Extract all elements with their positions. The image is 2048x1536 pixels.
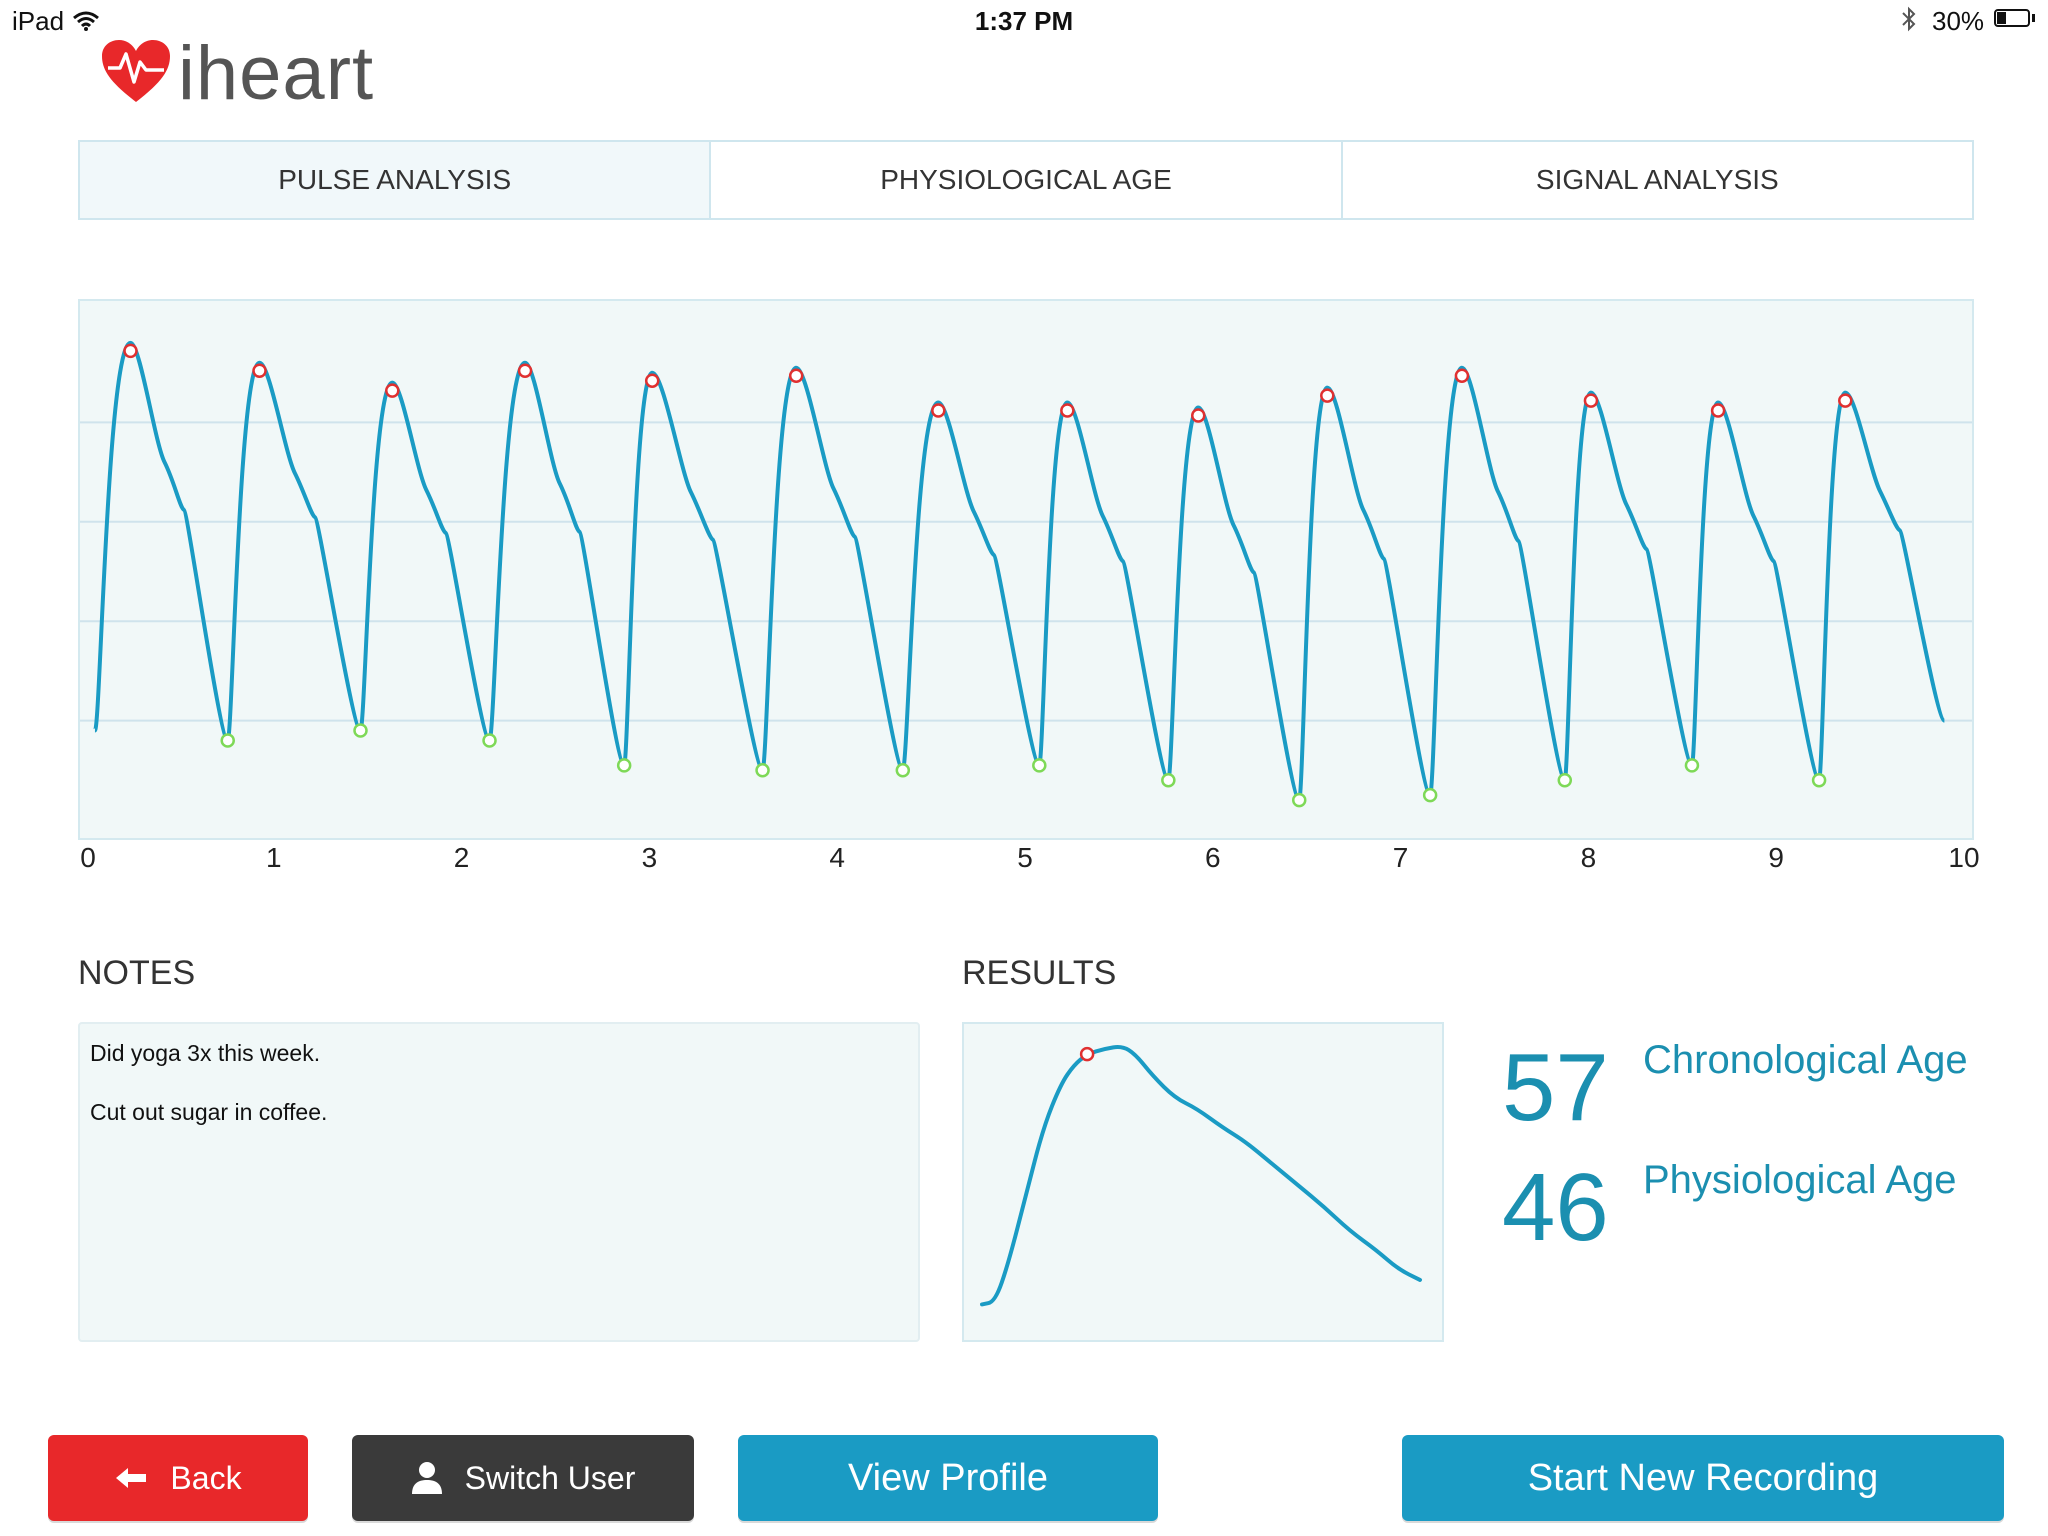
- x-axis-ticks: 0 1 2 3 4 5 6 7 8 9 10: [78, 842, 1980, 882]
- x-tick-label: 10: [1948, 842, 1980, 873]
- bluetooth-icon: [1900, 6, 1918, 39]
- x-tick-label: 6: [1205, 842, 1221, 873]
- heart-pulse-icon: [100, 38, 172, 109]
- trough-marker: [755, 763, 770, 778]
- chronological-age-value: 57: [1502, 1034, 1609, 1141]
- trough-marker: [1422, 787, 1438, 803]
- user-icon: [411, 1461, 443, 1495]
- trough-marker: [482, 733, 497, 748]
- trough-marker: [895, 763, 911, 778]
- pulse-series-line: [92, 340, 1947, 803]
- back-button[interactable]: Back: [48, 1435, 308, 1521]
- trough-marker: [1684, 758, 1700, 773]
- peak-marker: [385, 383, 400, 398]
- peak-marker: [1454, 368, 1470, 383]
- trough-marker: [1032, 758, 1047, 773]
- trough-marker: [1161, 772, 1176, 788]
- x-tick-label: 3: [641, 842, 658, 873]
- average-pulse-chart: [962, 1022, 1444, 1342]
- peak-marker: [1710, 403, 1726, 418]
- peak-marker: [123, 343, 138, 359]
- tab-label: SIGNAL ANALYSIS: [1535, 164, 1779, 195]
- peak-marker: [517, 363, 533, 379]
- trough-marker: [220, 733, 235, 748]
- average-peak-marker: [1079, 1046, 1095, 1062]
- x-tick-label: 7: [1392, 842, 1409, 873]
- x-tick-label: 4: [829, 842, 845, 873]
- trough-marker: [353, 723, 368, 738]
- device-name: iPad: [12, 6, 65, 36]
- average-pulse-svg: [980, 1045, 1422, 1307]
- switch-user-button-label: Switch User: [464, 1459, 636, 1496]
- status-time: 1:37 PM: [974, 6, 1074, 36]
- peak-marker: [1838, 393, 1853, 408]
- view-profile-button[interactable]: View Profile: [738, 1435, 1158, 1521]
- app-name: iheart: [178, 31, 375, 116]
- x-tick-label: 0: [80, 842, 96, 873]
- battery-percent: 30%: [1932, 6, 1985, 36]
- note-line: Did yoga 3x this week.: [90, 1040, 321, 1066]
- x-tick-label: 1: [266, 842, 282, 873]
- pulse-waveform-chart: [78, 299, 1974, 840]
- tab-signal-analysis[interactable]: SIGNAL ANALYSIS: [1343, 142, 1972, 218]
- view-profile-button-label: View Profile: [848, 1456, 1048, 1499]
- wifi-icon: [72, 8, 100, 39]
- back-button-label: Back: [170, 1459, 242, 1496]
- tab-label: PHYSIOLOGICAL AGE: [880, 164, 1172, 195]
- arrow-left-icon: [114, 1466, 148, 1490]
- note-line: Cut out sugar in coffee.: [90, 1099, 328, 1125]
- tab-label: PULSE ANALYSIS: [278, 164, 512, 195]
- peak-marker: [1583, 393, 1599, 408]
- battery-nub: [2032, 14, 2035, 22]
- physiological-age-value: 46: [1502, 1154, 1609, 1261]
- trough-marker: [616, 758, 632, 773]
- peak-marker: [1320, 388, 1335, 403]
- x-tick-label: 9: [1768, 842, 1784, 873]
- pulse-waveform-svg: [80, 340, 1972, 808]
- notes-heading: NOTES: [78, 954, 196, 992]
- peak-marker: [644, 373, 660, 388]
- peak-marker: [788, 368, 804, 383]
- trough-marker: [1811, 772, 1827, 788]
- peak-marker: [1191, 408, 1206, 423]
- trough-marker: [1291, 792, 1307, 808]
- analysis-tabs: PULSE ANALYSIS PHYSIOLOGICAL AGE SIGNAL …: [78, 140, 1974, 220]
- peak-marker: [931, 403, 946, 418]
- results-heading: RESULTS: [962, 954, 1117, 992]
- switch-user-button[interactable]: Switch User: [352, 1435, 694, 1521]
- chronological-age-label: Chronological Age: [1643, 1038, 1968, 1082]
- peak-marker: [1060, 403, 1075, 418]
- trough-marker: [1557, 772, 1573, 788]
- notes-textarea[interactable]: Did yoga 3x this week. Cut out sugar in …: [78, 1022, 920, 1342]
- average-pulse-line: [980, 1045, 1422, 1307]
- x-tick-label: 8: [1580, 842, 1597, 873]
- start-new-recording-button-label: Start New Recording: [1527, 1456, 1879, 1499]
- start-new-recording-button[interactable]: Start New Recording: [1402, 1435, 2004, 1521]
- battery-icon: [1994, 9, 2030, 27]
- peak-marker: [252, 363, 267, 379]
- x-tick-label: 2: [453, 842, 470, 873]
- tab-physiological-age[interactable]: PHYSIOLOGICAL AGE: [711, 142, 1343, 218]
- status-bar: iPad 1:37 PM 30%: [0, 0, 2048, 40]
- tab-pulse-analysis[interactable]: PULSE ANALYSIS: [80, 142, 712, 218]
- x-tick-label: 5: [1017, 842, 1033, 873]
- battery-level: [1997, 12, 2006, 24]
- physiological-age-label: Physiological Age: [1643, 1158, 1957, 1202]
